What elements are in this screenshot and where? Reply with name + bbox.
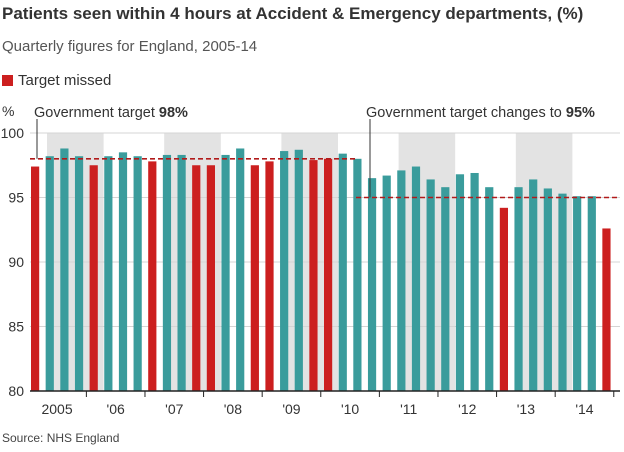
- bar-target-met: [104, 156, 113, 391]
- y-tick-label: 90: [8, 254, 24, 270]
- bar-target-met: [60, 148, 69, 391]
- x-tick-label: '12: [458, 401, 476, 417]
- annotation-target-98: Government target 98%: [34, 105, 188, 121]
- bar-target-missed: [309, 160, 318, 391]
- bar-target-missed: [89, 165, 98, 391]
- bar-target-met: [338, 153, 347, 391]
- bar-target-met: [367, 178, 377, 391]
- bar-target-met: [177, 154, 186, 391]
- bar-target-missed: [192, 165, 201, 391]
- bar-target-met: [397, 170, 406, 391]
- y-tick-label: 80: [8, 383, 24, 399]
- bar-target-met: [455, 174, 465, 391]
- bar-target-met: [573, 196, 582, 391]
- bar-target-missed: [265, 161, 274, 391]
- bar-target-met: [529, 179, 538, 391]
- legend-swatch-target-missed: [2, 75, 13, 86]
- bar-target-met: [587, 196, 596, 391]
- bar-target-met: [470, 172, 479, 391]
- bar-target-met: [558, 193, 567, 391]
- legend-label: Target missed: [18, 72, 112, 89]
- chart-title: Patients seen within 4 hours at Accident…: [2, 4, 584, 23]
- bar-target-met: [353, 158, 362, 391]
- x-tick-label: '09: [282, 401, 300, 417]
- bar-target-met: [133, 156, 142, 391]
- source-note: Source: NHS England: [2, 431, 120, 445]
- bar-target-met: [236, 148, 245, 391]
- x-tick-label: '14: [575, 401, 593, 417]
- bar-target-met: [280, 151, 289, 391]
- bar-target-met: [118, 152, 128, 391]
- bar-target-met: [485, 187, 494, 391]
- y-tick-label: 95: [8, 190, 24, 206]
- bar-target-met: [441, 187, 450, 391]
- legend: Target missed: [2, 72, 111, 89]
- x-tick-label: '08: [224, 401, 242, 417]
- x-tick-label: '07: [165, 401, 183, 417]
- x-tick-label: 2005: [41, 401, 72, 417]
- bar-target-met: [294, 149, 303, 391]
- bar-target-missed: [206, 165, 215, 391]
- y-axis-label: %: [2, 103, 14, 119]
- bar-target-missed: [499, 207, 508, 391]
- bar-target-missed: [31, 166, 40, 391]
- y-tick-label: 100: [1, 125, 25, 141]
- chart-subtitle: Quarterly figures for England, 2005-14: [2, 38, 258, 55]
- x-tick-label: '13: [517, 401, 535, 417]
- bar-target-missed: [324, 158, 333, 391]
- bar-target-missed: [250, 165, 259, 391]
- bar-target-met: [543, 188, 552, 391]
- bar-target-missed: [148, 161, 157, 391]
- bar-target-missed: [602, 228, 611, 391]
- bar-target-met: [514, 187, 523, 391]
- bar-target-met: [382, 175, 391, 391]
- bar-target-met: [74, 156, 84, 391]
- bar-target-met: [426, 179, 435, 391]
- x-tick-label: '06: [107, 401, 125, 417]
- x-tick-label: '10: [341, 401, 359, 417]
- bar-target-met: [45, 156, 54, 391]
- bar-target-met: [162, 154, 172, 391]
- x-tick-label: '11: [400, 401, 417, 417]
- annotation-target-95: Government target changes to 95%: [366, 105, 595, 121]
- bar-target-met: [411, 166, 421, 391]
- bar-target-met: [221, 154, 230, 391]
- y-tick-label: 85: [8, 319, 24, 335]
